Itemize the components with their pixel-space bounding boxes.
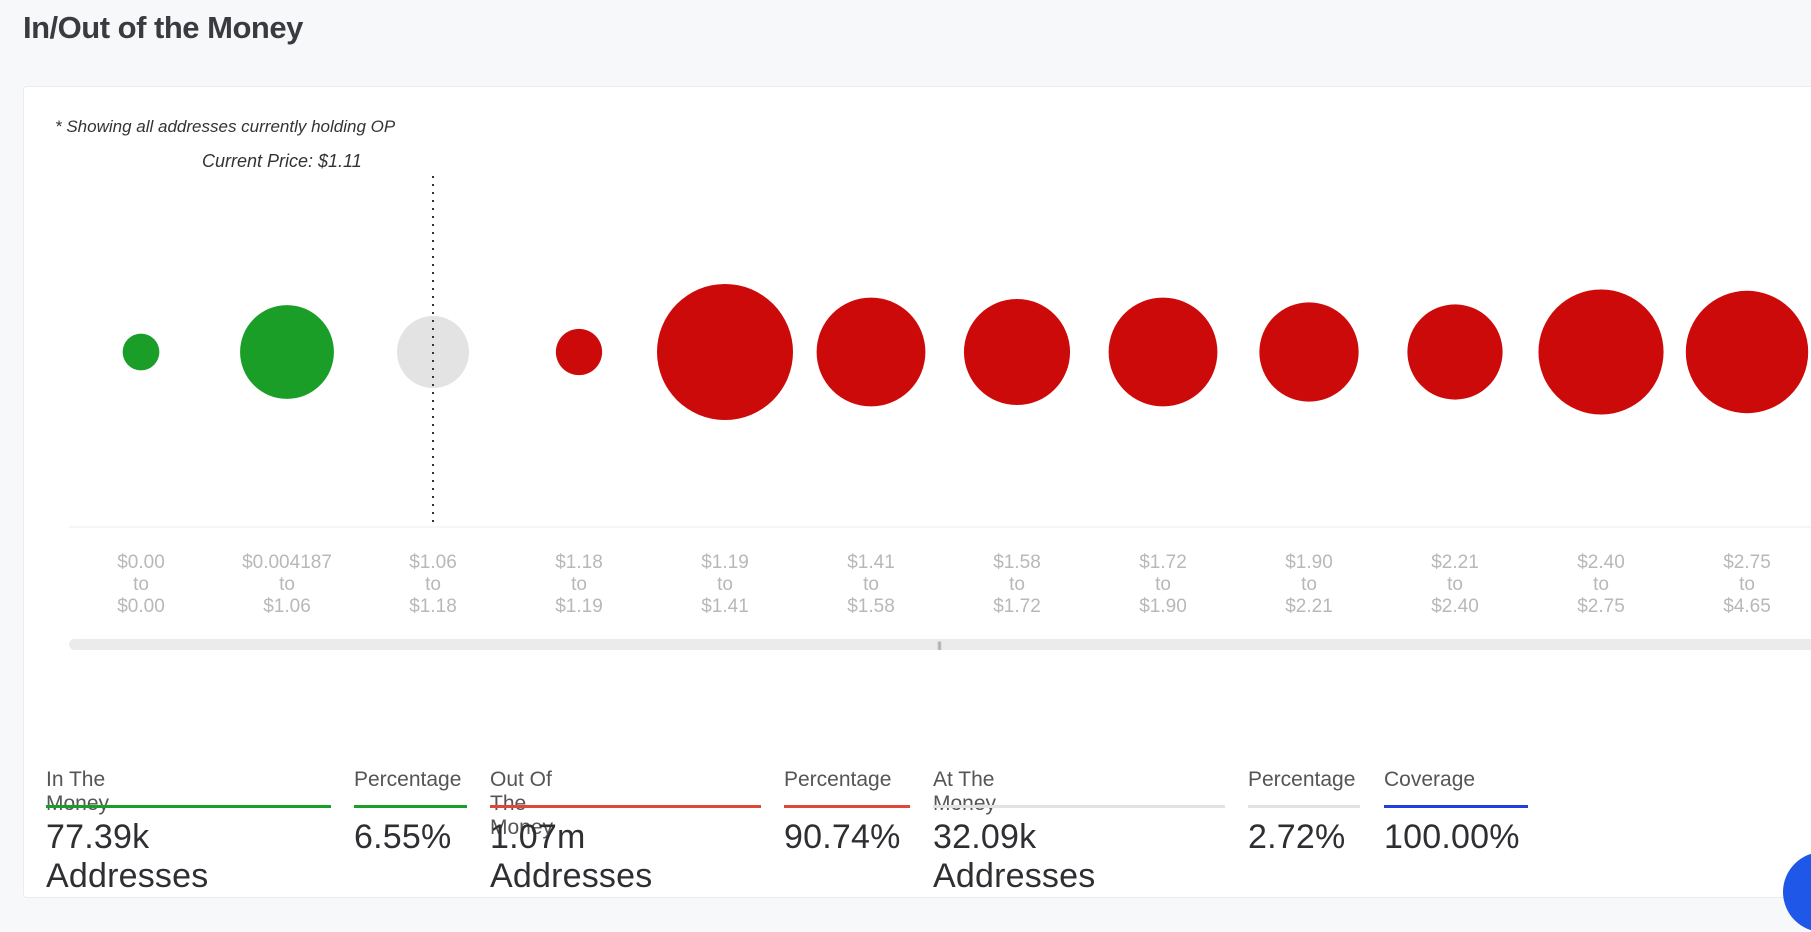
coverage-value: 100.00% — [1384, 818, 1520, 856]
x-tick-label-10-0: $2.40 — [1577, 552, 1625, 573]
x-tick-label-9-0: $2.21 — [1431, 552, 1479, 573]
in-the-money-underline — [46, 805, 331, 808]
out-of-the-money-underline — [490, 805, 761, 808]
x-tick-label-10-2: $2.75 — [1577, 596, 1625, 617]
bubble-chart: $0.00to$0.00$0.004187to$1.06$1.06to$1.18… — [69, 176, 1811, 617]
x-tick-label-8-2: $2.21 — [1285, 596, 1333, 617]
x-tick-label-9-2: $2.40 — [1431, 596, 1479, 617]
bubble-out-9[interactable] — [1407, 304, 1503, 400]
x-tick-label-10-1: to — [1593, 574, 1609, 595]
at-the-money-underline — [933, 805, 1225, 808]
x-tick-label-0-2: $0.00 — [117, 596, 165, 617]
x-tick-label-11-1: to — [1739, 574, 1755, 595]
x-tick-label-8-1: to — [1301, 574, 1317, 595]
x-tick-label-11-0: $2.75 — [1723, 552, 1771, 573]
chart-note: * Showing all addresses currently holdin… — [55, 117, 396, 136]
x-tick-label-1-1: to — [279, 574, 295, 595]
in-percentage-value: 6.55% — [354, 818, 452, 856]
x-tick-label-1-2: $1.06 — [263, 596, 311, 617]
x-tick-label-6-0: $1.58 — [993, 552, 1041, 573]
x-tick-label-0-1: to — [133, 574, 149, 595]
bubble-in-0[interactable] — [122, 333, 160, 371]
at-percentage-label: Percentage — [1248, 768, 1356, 791]
out-percentage-label: Percentage — [784, 768, 892, 791]
in-the-money-label: In The Money — [46, 768, 110, 815]
scrollbar-grip-icon[interactable]: ||| — [937, 640, 942, 650]
page-title: In/Out of the Money — [23, 10, 303, 45]
bubble-out-8[interactable] — [1259, 302, 1359, 402]
x-tick-label-1-0: $0.004187 — [242, 552, 332, 573]
x-tick-label-7-0: $1.72 — [1139, 552, 1187, 573]
x-tick-label-4-2: $1.41 — [701, 596, 749, 617]
coverage-underline — [1384, 805, 1528, 808]
at-percentage-underline — [1248, 805, 1360, 808]
chart-scrollbar[interactable] — [69, 639, 1811, 650]
x-tick-label-9-1: to — [1447, 574, 1463, 595]
bubble-out-10[interactable] — [1538, 289, 1664, 415]
at-the-money-value: 32.09k Addresses — [933, 818, 1096, 895]
x-tick-label-2-0: $1.06 — [409, 552, 457, 573]
out-of-the-money-label: Out Of The Money — [490, 768, 554, 839]
in-percentage-label: Percentage — [354, 768, 462, 791]
bubble-out-11[interactable] — [1685, 290, 1809, 414]
out-percentage-value: 90.74% — [784, 818, 901, 856]
x-tick-label-7-2: $1.90 — [1139, 596, 1187, 617]
x-tick-label-6-2: $1.72 — [993, 596, 1041, 617]
current-price-label: Current Price: $1.11 — [202, 151, 362, 171]
bubble-in-1[interactable] — [240, 305, 334, 399]
chart-card — [23, 86, 1811, 898]
x-tick-label-11-2: $4.65 — [1723, 596, 1771, 617]
x-tick-label-2-2: $1.18 — [409, 596, 457, 617]
x-tick-label-5-2: $1.58 — [847, 596, 895, 617]
bubble-out-4[interactable] — [657, 284, 793, 420]
x-tick-label-2-1: to — [425, 574, 441, 595]
x-tick-label-5-1: to — [863, 574, 879, 595]
at-the-money-label: At The Money — [933, 768, 997, 815]
x-tick-label-3-1: to — [571, 574, 587, 595]
x-tick-label-5-0: $1.41 — [847, 552, 895, 573]
bubble-out-3[interactable] — [555, 328, 603, 376]
bubble-out-6[interactable] — [963, 298, 1071, 406]
coverage-label: Coverage — [1384, 768, 1476, 791]
x-tick-label-3-0: $1.18 — [555, 552, 603, 573]
bubble-out-7[interactable] — [1108, 297, 1218, 407]
bubble-out-5[interactable] — [816, 297, 926, 407]
in-percentage-underline — [354, 805, 467, 808]
x-tick-label-4-1: to — [717, 574, 733, 595]
x-tick-label-7-1: to — [1155, 574, 1171, 595]
x-tick-label-3-2: $1.19 — [555, 596, 603, 617]
in-the-money-value: 77.39k Addresses — [46, 818, 209, 895]
at-percentage-value: 2.72% — [1248, 818, 1346, 856]
x-tick-label-4-0: $1.19 — [701, 552, 749, 573]
x-tick-label-6-1: to — [1009, 574, 1025, 595]
x-tick-label-0-0: $0.00 — [117, 552, 165, 573]
out-of-the-money-value: 1.07m Addresses — [490, 818, 653, 895]
x-tick-label-8-0: $1.90 — [1285, 552, 1333, 573]
out-percentage-underline — [784, 805, 910, 808]
